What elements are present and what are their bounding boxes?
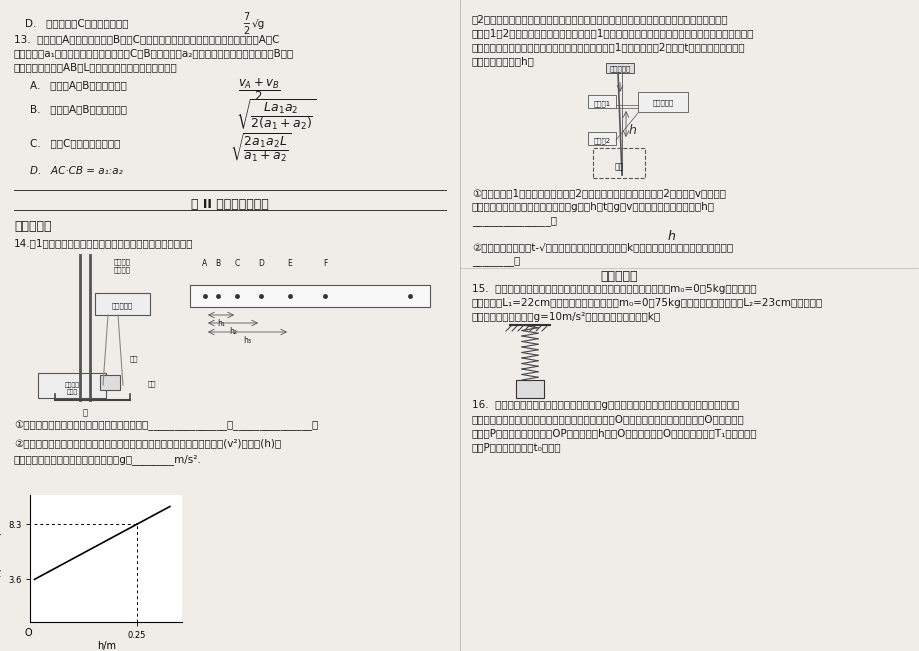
Bar xyxy=(190,285,429,307)
Text: E: E xyxy=(288,259,292,268)
Text: 两光电门间的距离h。: 两光电门间的距离h。 xyxy=(471,56,534,66)
Text: D: D xyxy=(258,259,264,268)
Bar xyxy=(100,375,119,390)
Bar xyxy=(38,373,106,398)
Text: 关系图线，如图丙所示，则重力加速度g＝________m/s².: 关系图线，如图丙所示，则重力加速度g＝________m/s². xyxy=(14,454,201,465)
Text: _______________。: _______________。 xyxy=(471,216,556,226)
Text: （2）乙同学用如图所示的实验器测量重力加速度。实验器材有：底座、带有标尺的竖直杆、: （2）乙同学用如图所示的实验器测量重力加速度。实验器材有：底座、带有标尺的竖直杆… xyxy=(471,14,728,24)
Text: h: h xyxy=(667,230,675,243)
Text: 重物: 重物 xyxy=(148,380,156,387)
Text: B.   质点从A到B的平均速度为: B. 质点从A到B的平均速度为 xyxy=(30,104,127,114)
Text: C.   通过C点时的瞬时速度为: C. 通过C点时的瞬时速度为 xyxy=(30,138,120,148)
Bar xyxy=(593,148,644,178)
Text: 14.（1）甲同学利用如图甲所示的实验装置测量重力加速度．: 14.（1）甲同学利用如图甲所示的实验装置测量重力加速度． xyxy=(14,238,193,248)
Bar xyxy=(606,63,633,73)
Text: 三、实验题: 三、实验题 xyxy=(14,220,51,233)
Text: ②若分别计算出各计数点对应的速度数值，并在坐标系中画出速度的二次方(v²)与距离(h)的: ②若分别计算出各计数点对应的速度数值，并在坐标系中画出速度的二次方(v²)与距离… xyxy=(14,438,281,448)
Text: A.   质点从A到B的平均速度为: A. 质点从A到B的平均速度为 xyxy=(30,80,127,90)
Text: 光电门2: 光电门2 xyxy=(593,137,610,144)
Text: C: C xyxy=(234,259,239,268)
Text: 橡皮管向: 橡皮管向 xyxy=(113,258,130,264)
Text: D.   AC·CB = a₁:a₂: D. AC·CB = a₁:a₂ xyxy=(30,166,122,176)
Text: 静止释放: 静止释放 xyxy=(113,266,130,273)
Text: 光电门1: 光电门1 xyxy=(593,100,610,107)
Text: 小球释放器: 小球释放器 xyxy=(608,65,630,72)
Text: 13.  一质点从A点沿直线运动到B点，C是某一中间点，已知物体的初速度为零，从A到C: 13. 一质点从A点沿直线运动到B点，C是某一中间点，已知物体的初速度为零，从A… xyxy=(14,34,279,44)
Bar xyxy=(587,95,616,108)
Text: 甲: 甲 xyxy=(83,408,87,417)
Y-axis label: $v^2/(m^2 \cdot s^{-2})$: $v^2/(m^2 \cdot s^{-2})$ xyxy=(0,531,6,586)
Text: O: O xyxy=(25,628,32,637)
Text: D.   小球运动到C位置时的速度为: D. 小球运动到C位置时的速度为 xyxy=(25,18,129,28)
Text: ─: ─ xyxy=(243,19,249,29)
Text: 放）、网兜。实验时可用两光电门测量小球从光电门1运动至光电门2的时间t，并从竖直杆上读出: 放）、网兜。实验时可用两光电门测量小球从光电门1运动至光电门2的时间t，并从竖直… xyxy=(471,42,744,52)
Text: h₃: h₃ xyxy=(244,336,251,345)
Bar xyxy=(637,92,687,112)
Text: 取一点P，利用仪器精确测得OP间的距离为h，从O点出发至返回O点的时间间隔为T₁，小球两次: 取一点P，利用仪器精确测得OP间的距离为h，从O点出发至返回O点的时间间隔为T₁… xyxy=(471,428,757,438)
Text: 7: 7 xyxy=(243,12,249,22)
Text: h₂: h₂ xyxy=(229,327,237,336)
Text: $\sqrt{\dfrac{La_1 a_2}{2(a_1+a_2)}}$: $\sqrt{\dfrac{La_1 a_2}{2(a_1+a_2)}}$ xyxy=(236,98,316,133)
Text: F: F xyxy=(323,259,327,268)
Text: 竖直放置，玻璃管足够长，小球竖直向上被弹出，在O点与弹簧分离，然后返回，在O点正上方选: 竖直放置，玻璃管足够长，小球竖直向上被弹出，在O点与弹簧分离，然后返回，在O点正… xyxy=(471,414,744,424)
Bar xyxy=(95,293,150,315)
Text: 经过P点的时间间隔为t₀，求：: 经过P点的时间间隔为t₀，求： xyxy=(471,442,561,452)
Text: 2: 2 xyxy=(243,26,249,36)
Text: ①改变光电门1的位置，保持光电门2的位置不变，小球经过光电门2的速度为v，不考虑: ①改变光电门1的位置，保持光电门2的位置不变，小球经过光电门2的速度为v，不考虑 xyxy=(471,188,725,198)
Text: 打点计时器: 打点计时器 xyxy=(111,302,132,309)
Text: $\dfrac{v_A+v_B}{2}$: $\dfrac{v_A+v_B}{2}$ xyxy=(238,76,280,103)
Text: 光电门1和2组成的光电计时器（其中光电门1要靠近小球释放处）、小球释放器（可使小球无初速释: 光电门1和2组成的光电计时器（其中光电门1要靠近小球释放处）、小球释放器（可使小… xyxy=(471,28,754,38)
Text: 速度刚好为零。设AB＝L，下列说法中正确的是（　　）: 速度刚好为零。设AB＝L，下列说法中正确的是（ ） xyxy=(14,62,177,72)
Text: 光电计时器: 光电计时器 xyxy=(652,99,673,105)
Text: 的加速度为a₁，方向与速度方向相同；从C到B的加速度为a₂，方向与速度方向相反，到达B点的: 的加速度为a₁，方向与速度方向相同；从C到B的加速度为a₂，方向与速度方向相反，… xyxy=(14,48,294,58)
Text: h₁: h₁ xyxy=(217,319,224,328)
Text: B: B xyxy=(215,259,221,268)
Text: $\sqrt{\dfrac{2a_1 a_2 L}{a_1+a_2}}$: $\sqrt{\dfrac{2a_1 a_2 L}{a_1+a_2}}$ xyxy=(230,132,291,165)
Text: 始终在弹性限度内，取g=10m/s²，求该弹簧的劲度系数k。: 始终在弹性限度内，取g=10m/s²，求该弹簧的劲度系数k。 xyxy=(471,312,661,322)
Bar xyxy=(516,380,543,398)
Text: ②根据实验数据作出t-√图线，若图线斜率的绝对值为k，根据图线可求出重力加速度大小为: ②根据实验数据作出t-√图线，若图线斜率的绝对值为k，根据图线可求出重力加速度大… xyxy=(471,242,732,252)
Text: √g: √g xyxy=(252,19,265,29)
Text: 学生交流: 学生交流 xyxy=(64,382,79,387)
Text: 纸带: 纸带 xyxy=(130,355,139,361)
Text: 第 II 卷（非选择题）: 第 II 卷（非选择题） xyxy=(191,198,268,211)
Text: A: A xyxy=(202,259,208,268)
Text: 16.  如图所示是一种较精确测量重力加速度g值的方法：将下端放有弹射装置的真空玻璃直管: 16. 如图所示是一种较精确测量重力加速度g值的方法：将下端放有弹射装置的真空玻… xyxy=(471,400,739,410)
Bar xyxy=(587,132,616,145)
Text: 弹簧的长度L₁=22cm；当在弹簧下端挂上质量m₀=0．75kg的重物时，弹簧的长度L₂=23cm。已知弹簧: 弹簧的长度L₁=22cm；当在弹簧下端挂上质量m₀=0．75kg的重物时，弹簧的… xyxy=(471,298,823,308)
Text: ①请指出该同学在实验操作中存在的两处错误：_______________；_______________．: ①请指出该同学在实验操作中存在的两处错误：_______________；___… xyxy=(14,420,318,430)
Text: 15.  如图所示，在天花板上悬挂一轻质弹簧，当在弹簧下端挂上质量m₀=0．5kg的重物时，: 15. 如图所示，在天花板上悬挂一轻质弹簧，当在弹簧下端挂上质量m₀=0．5kg… xyxy=(471,284,755,294)
Text: 空阻力，小球的加速度为重力加速度g，则h、t、g、v四个物理量之间的关系为h＝: 空阻力，小球的加速度为重力加速度g，则h、t、g、v四个物理量之间的关系为h＝ xyxy=(471,202,714,212)
Text: $h$: $h$ xyxy=(628,123,636,137)
Text: 电　源: 电 源 xyxy=(66,389,77,395)
Text: 四、解答题: 四、解答题 xyxy=(599,270,637,283)
X-axis label: h/m: h/m xyxy=(96,641,116,651)
Text: 网兜: 网兜 xyxy=(614,162,623,171)
Text: ________。: ________。 xyxy=(471,256,519,266)
